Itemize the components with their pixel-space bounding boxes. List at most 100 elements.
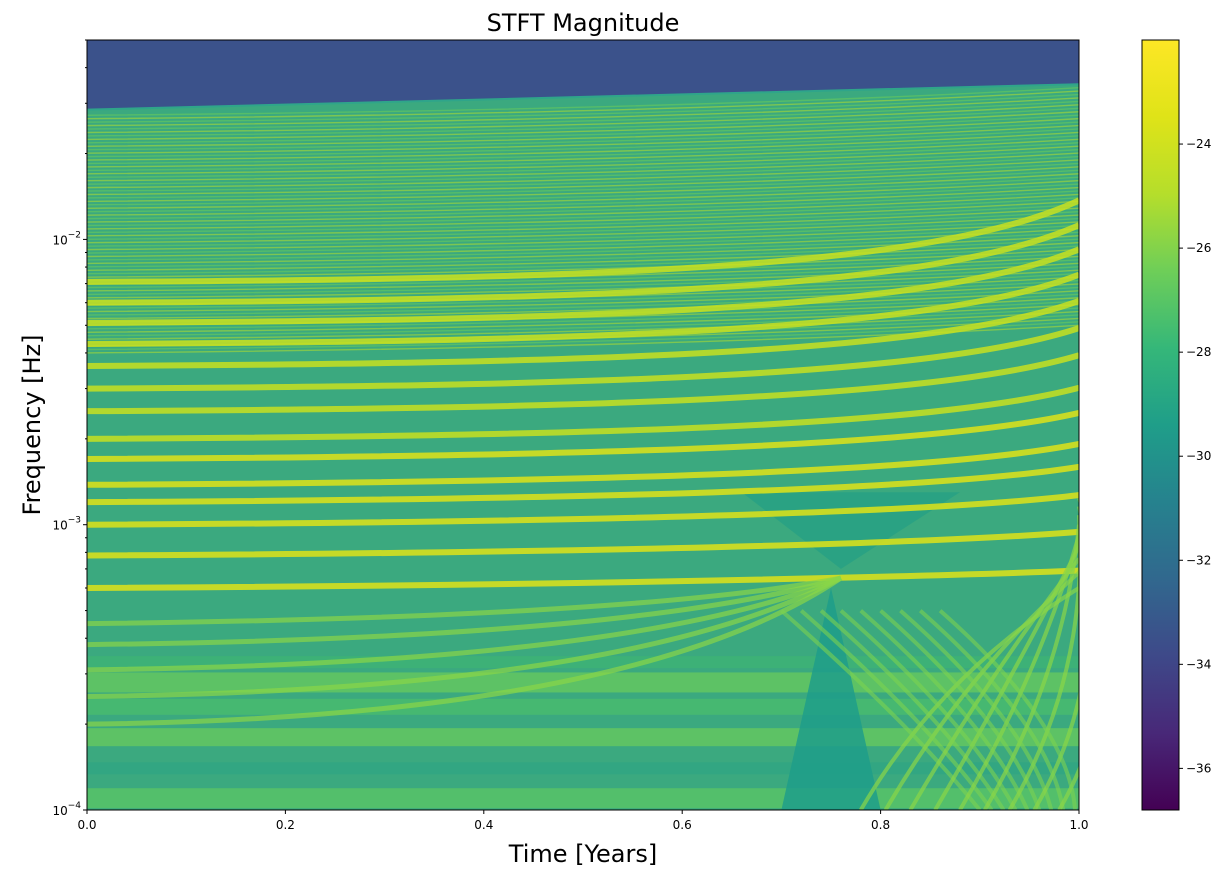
plot-frame [86, 39, 1080, 811]
heatmap-harmonic-line [87, 210, 1079, 240]
heatmap-arc [933, 545, 1079, 810]
heatmap-dark-region [781, 587, 881, 810]
heatmap-harmonic-line [87, 224, 1079, 254]
heatmap-band [87, 762, 1079, 775]
colorbar-axis: −24 −26 −28 −30 −32 −34 −36 [1179, 137, 1211, 775]
heatmap-harmonic-line [87, 148, 1079, 178]
y-tick-label: 10−2 [52, 230, 81, 247]
heatmap-harmonic-line [87, 121, 1079, 151]
y-tick-label-exponent: −4 [68, 801, 82, 811]
heatmap-chirp-line [87, 384, 1079, 442]
heatmap-harmonic-line [87, 104, 1079, 134]
heatmap-harmonic-line [87, 183, 1079, 213]
heatmap-chirp-line [87, 197, 1079, 285]
heatmap-harmonic-line [87, 235, 1079, 265]
heatmap-harmonic-line [87, 138, 1079, 168]
heatmap-arc [879, 609, 1042, 810]
heatmap-harmonic-line [87, 186, 1079, 216]
heatmap-chirp-line [87, 246, 1079, 326]
x-tick-label: 0.2 [276, 818, 295, 832]
heatmap-harmonic-line [87, 207, 1079, 237]
y-tick-label-base: 10 [52, 519, 67, 533]
heatmap-harmonic-line [87, 259, 1079, 289]
colorbar-tick-label: −30 [1186, 449, 1211, 463]
heatmap-harmonic-line [87, 179, 1079, 209]
colorbar-tick-label: −24 [1186, 137, 1211, 151]
heatmap-harmonic-line [87, 204, 1079, 234]
heatmap-harmonic-line [87, 238, 1079, 268]
heatmap-harmonic-line [87, 93, 1079, 123]
heatmap-chirp-line [87, 222, 1079, 306]
x-tick-label: 0.6 [673, 818, 692, 832]
colorbar-tick-label: −28 [1186, 345, 1211, 359]
heatmap-harmonic-line [87, 307, 1079, 337]
heatmap-harmonic-line [87, 159, 1079, 189]
heatmap-layer [87, 40, 1079, 810]
heatmap-harmonic-line [87, 90, 1079, 120]
heatmap-chirp-line [87, 409, 1079, 462]
heatmap-harmonic-line [87, 241, 1079, 271]
heatmap-arc [819, 609, 1006, 810]
colorbar-tick-label: −34 [1186, 657, 1211, 671]
y-tick-label: 10−4 [52, 801, 81, 818]
heatmap-harmonic-line [87, 117, 1079, 147]
heatmap-harmonic-line [87, 86, 1079, 116]
x-axis: 0.0 0.2 0.4 0.6 0.8 1.0 [77, 810, 1089, 832]
heatmap-harmonic-line [87, 190, 1079, 220]
heatmap-chirp-line [87, 492, 1079, 528]
heatmap-harmonic-line [87, 197, 1079, 227]
heatmap-harmonic-line [87, 266, 1079, 296]
x-tick-label: 0.4 [474, 818, 493, 832]
heatmap-harmonic-line [87, 152, 1079, 182]
heatmap-harmonic-line [87, 286, 1079, 316]
heatmap-arc [1057, 498, 1079, 810]
colorbar [1142, 40, 1179, 810]
heatmap-chirp-line [87, 567, 1079, 591]
heatmap-harmonic-line [87, 279, 1079, 309]
heatmap-chirp-line [87, 463, 1079, 506]
heatmap-arc [87, 575, 842, 673]
heatmap-harmonic-line [87, 262, 1079, 292]
heatmap-dark-high-region [87, 40, 1079, 110]
heatmap-chirp-line [87, 325, 1079, 392]
heatmap-chirp-line [87, 441, 1079, 488]
x-tick-label: 0.8 [871, 818, 890, 832]
heatmap-arc [780, 609, 982, 810]
heatmap-harmonic-line [87, 145, 1079, 175]
heatmap-harmonic-line [87, 97, 1079, 127]
heatmap-harmonic-line [87, 135, 1079, 165]
y-axis-title: Frequency [Hz] [18, 335, 46, 516]
heatmap-arc [899, 609, 1054, 810]
x-tick-label: 1.0 [1069, 818, 1088, 832]
heatmap-chirp-line [87, 352, 1079, 415]
heatmap-harmonic-line [87, 166, 1079, 196]
heatmap-harmonic-line [87, 248, 1079, 278]
heatmap-harmonic-line [87, 290, 1079, 320]
heatmap-arc [839, 609, 1018, 810]
y-tick-label-exponent: −3 [68, 516, 81, 526]
x-axis-title: Time [Years] [508, 840, 657, 868]
y-axis: 10−410−310−2 [52, 39, 87, 818]
heatmap-harmonic-line [87, 162, 1079, 192]
y-tick-label-base: 10 [52, 233, 67, 247]
heatmap-arc [918, 609, 1066, 810]
heatmap-harmonic-line [87, 142, 1079, 172]
heatmap-arc [1007, 515, 1079, 810]
heatmap-harmonic-line [87, 214, 1079, 244]
heatmap-chirp-line [87, 298, 1079, 369]
heatmap-harmonic-line [87, 193, 1079, 223]
heatmap-arc [983, 524, 1079, 810]
heatmap-harmonic-line [87, 269, 1079, 299]
heatmap-harmonic-line [87, 310, 1079, 340]
x-tick-label: 0.0 [77, 818, 96, 832]
heatmap-arc [87, 576, 843, 727]
heatmap-arc [87, 575, 842, 627]
heatmap-harmonic-line [87, 176, 1079, 206]
y-tick-label-base: 10 [52, 804, 67, 818]
heatmap-harmonic-line [87, 173, 1079, 203]
heatmap-harmonic-line [87, 283, 1079, 313]
heatmap-harmonic-line [87, 245, 1079, 275]
heatmap-chirp-line [87, 528, 1079, 559]
heatmap-harmonic-line [87, 131, 1079, 161]
